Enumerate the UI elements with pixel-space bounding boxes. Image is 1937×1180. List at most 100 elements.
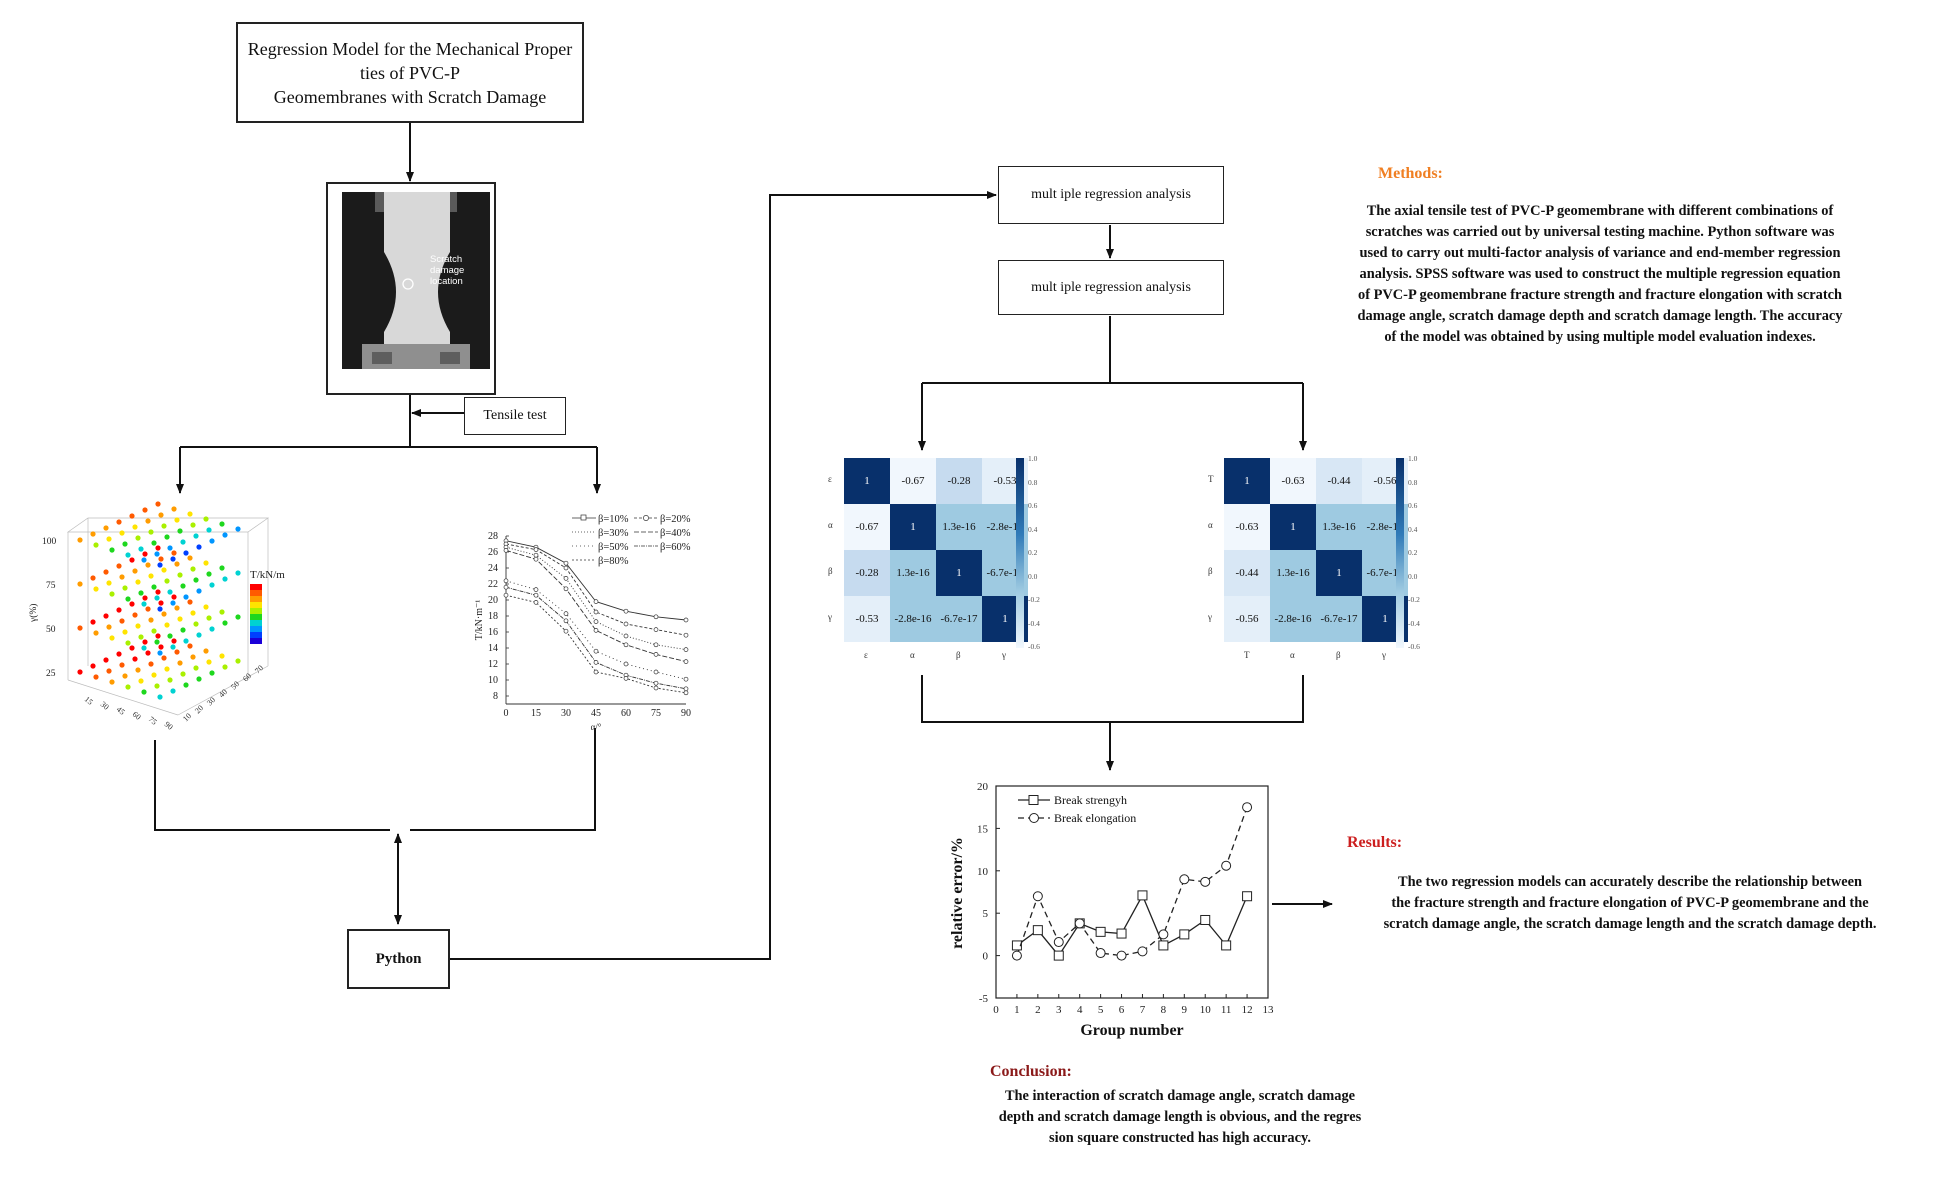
scatter-point xyxy=(193,621,199,627)
methods-heading: Methods: xyxy=(1378,165,1443,182)
scatter-point xyxy=(155,501,161,507)
err-x-tick: 12 xyxy=(1242,1004,1253,1016)
title-line-2: ties of PVC-P xyxy=(359,62,460,83)
scatter-point xyxy=(206,527,212,533)
scatter-point xyxy=(183,594,189,600)
scatter-point xyxy=(116,519,122,525)
heatmap-cell: 1 xyxy=(890,504,936,550)
results-line: scratch damage angle, the scratch damage… xyxy=(1383,916,1877,932)
heatmap-colorbar-tick: -0.2 xyxy=(1028,595,1040,604)
scatter-point xyxy=(142,551,148,557)
err-y-tick: -5 xyxy=(979,993,989,1005)
scatter-point xyxy=(157,606,163,612)
scatter-point xyxy=(93,630,99,636)
scatter-point xyxy=(116,651,122,657)
err-x-tick: 1 xyxy=(1014,1004,1020,1016)
tlc-point xyxy=(593,669,599,675)
heatmap-cell: -0.44 xyxy=(1316,458,1362,504)
scatter-point xyxy=(155,589,161,595)
scatter-point xyxy=(122,585,128,591)
heatmap-colorbar-tick: 1.0 xyxy=(1408,454,1418,463)
scatter-point xyxy=(183,638,189,644)
scatter-point xyxy=(132,612,138,618)
tlc-point xyxy=(623,621,629,627)
scatter-point xyxy=(125,684,131,690)
scatter-point xyxy=(222,576,228,582)
scatter-point xyxy=(90,619,96,625)
scatter-point xyxy=(180,539,186,545)
heatmap-cell: -0.44 xyxy=(1224,550,1270,596)
scatter-x-tick: 90 xyxy=(163,720,175,732)
tlc-point xyxy=(623,676,629,681)
scatter-point xyxy=(135,535,141,541)
scatter-point xyxy=(151,672,157,678)
heatmap-cell: -0.56 xyxy=(1224,596,1270,642)
methods-line: scratches was carried out by universal t… xyxy=(1365,224,1835,240)
tlc-point xyxy=(533,600,539,605)
tlc-y-tick: 26 xyxy=(488,547,498,558)
tlc-point xyxy=(533,556,539,562)
tlc-point xyxy=(563,628,569,634)
scatter-point xyxy=(106,668,112,674)
heatmap-cell: -2.8e-16 xyxy=(1270,596,1316,642)
tlc-point xyxy=(653,642,659,648)
heatmap-cell: 1.3e-16 xyxy=(890,550,936,596)
scatter-point xyxy=(190,654,196,660)
conclusion-heading: Conclusion: xyxy=(990,1063,1072,1080)
tlc-point xyxy=(503,548,509,553)
tlc-point xyxy=(593,648,599,654)
tlc-point xyxy=(593,619,599,624)
scatter-point xyxy=(122,629,128,635)
tlc-point xyxy=(623,642,629,648)
scatter-point xyxy=(171,594,177,600)
line-scatter3d-to-merge xyxy=(154,740,390,831)
err-x-tick: 0 xyxy=(993,1004,999,1016)
scatter-point xyxy=(196,632,202,638)
mra-box-1-label: mult iple regression analysis xyxy=(1031,187,1191,202)
err-y-tick: 20 xyxy=(977,781,989,793)
scatter-point xyxy=(157,694,163,700)
err-series-line xyxy=(1016,806,1248,957)
heatmap-col-label: α xyxy=(910,650,915,660)
heatmap-cell: -0.28 xyxy=(844,550,890,596)
scatter-point xyxy=(171,550,177,556)
err-point-elongation xyxy=(1242,802,1253,813)
tlc-point xyxy=(593,660,599,665)
scatter-point xyxy=(109,591,115,597)
scatter-point xyxy=(174,561,180,567)
tlc-legend-4: β=50% xyxy=(598,542,629,553)
scatter-y-tick: 70 xyxy=(253,663,265,675)
scatter-point xyxy=(129,601,135,607)
conclusion-line: The interaction of scratch damage angle,… xyxy=(1004,1088,1356,1104)
scatter-point xyxy=(77,669,83,675)
heatmap-cell: -0.67 xyxy=(844,504,890,550)
scatter-point xyxy=(157,562,163,568)
heatmap-col-label: γ xyxy=(1002,650,1006,660)
err-x-tick: 5 xyxy=(1098,1004,1104,1016)
err-x-tick: 9 xyxy=(1182,1004,1188,1016)
photo-annotation-1: Scratch xyxy=(430,254,463,265)
scatter-point xyxy=(219,565,225,571)
tlc-point xyxy=(503,584,509,590)
scatter-point xyxy=(161,611,167,617)
tlc-point xyxy=(533,552,539,558)
heatmap-cell: 1 xyxy=(1270,504,1316,550)
scatter-y-tick: 60 xyxy=(241,671,253,683)
scatter-point xyxy=(90,531,96,537)
err-x-tick: 2 xyxy=(1035,1004,1041,1016)
scatter-point xyxy=(235,658,241,664)
scatter-x-tick: 45 xyxy=(115,705,127,717)
err-point-elongation xyxy=(1179,874,1190,885)
scatter-point xyxy=(119,574,125,580)
err-point-elongation xyxy=(1158,929,1169,940)
tlc-point xyxy=(533,592,539,598)
tlc-x-label: α/° xyxy=(591,722,602,730)
scatter-point xyxy=(109,635,115,641)
tlc-x-tick: 45 xyxy=(591,708,601,719)
tlc-legend-3: β=40% xyxy=(660,528,691,539)
scatter-point xyxy=(154,639,160,645)
heatmap-row-label: β xyxy=(1208,566,1213,576)
scatter-point xyxy=(235,614,241,620)
err-point-elongation xyxy=(1032,891,1043,902)
